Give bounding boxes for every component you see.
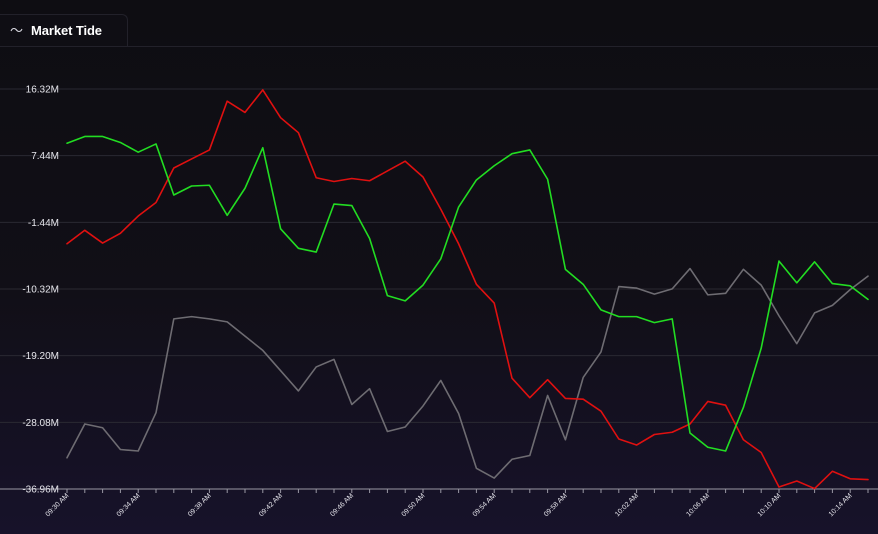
x-tick-label: 09:46 AM (329, 492, 355, 518)
y-tick-label: -1.44M (28, 218, 59, 229)
x-tick-label: 10:14 AM (828, 492, 854, 518)
y-tick-label: 7.44M (31, 151, 59, 162)
grid-lines (0, 88, 878, 490)
x-tick-label: 09:54 AM (472, 492, 498, 518)
x-tick-label: 09:30 AM (45, 492, 71, 518)
x-tick-label: 09:58 AM (543, 492, 569, 518)
y-tick-label: -28.08M (22, 418, 59, 429)
y-axis: 16.32M 7.44M -1.44M -10.32M -19.20M -28.08M -3… (22, 85, 59, 496)
series-line-2 (66, 89, 869, 490)
x-tick-label: 09:50 AM (401, 492, 427, 518)
y-tick-label: -36.96M (22, 485, 59, 496)
x-tick-label: 09:42 AM (258, 492, 284, 518)
x-axis: 09:30 AM 09:34 AM 09:38 AM 09:42 AM 09:46 AM… (45, 489, 869, 518)
x-tick-label: 09:38 AM (187, 492, 213, 518)
y-tick-label: -10.32M (22, 285, 59, 296)
x-tick-label: 10:10 AM (757, 492, 783, 518)
y-tick-label: -19.20M (22, 351, 59, 362)
series-line-3 (66, 267, 869, 479)
y-tick-label: 16.32M (26, 85, 59, 96)
panel-title: Market Tide (31, 23, 102, 38)
series-lines (66, 89, 869, 490)
x-tick-label: 10:06 AM (685, 492, 711, 518)
tab-market-tide[interactable]: 〜 Market Tide (0, 14, 128, 46)
wave-icon: 〜 (10, 23, 24, 38)
header-divider (0, 46, 878, 47)
series-line-1 (66, 135, 869, 452)
x-tick-label: 10:02 AM (614, 492, 640, 518)
x-tick-label: 09:34 AM (116, 492, 142, 518)
